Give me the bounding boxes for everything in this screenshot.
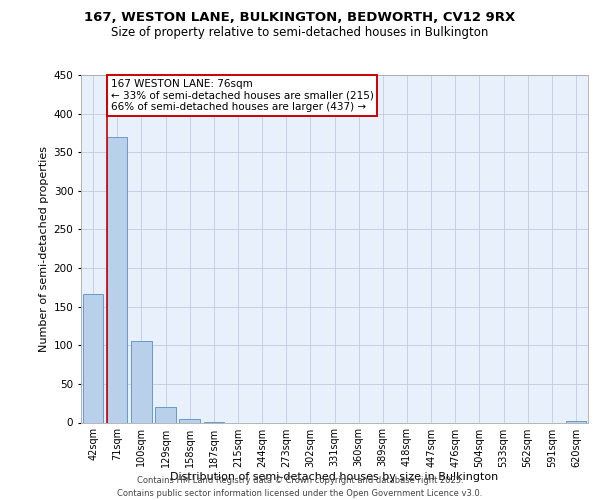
Text: 167, WESTON LANE, BULKINGTON, BEDWORTH, CV12 9RX: 167, WESTON LANE, BULKINGTON, BEDWORTH, … <box>85 11 515 24</box>
Bar <box>83 294 103 422</box>
Y-axis label: Number of semi-detached properties: Number of semi-detached properties <box>40 146 49 352</box>
Bar <box>107 137 127 422</box>
Bar <box>566 421 586 422</box>
Text: 167 WESTON LANE: 76sqm
← 33% of semi-detached houses are smaller (215)
66% of se: 167 WESTON LANE: 76sqm ← 33% of semi-det… <box>110 79 373 112</box>
Text: Size of property relative to semi-detached houses in Bulkington: Size of property relative to semi-detach… <box>112 26 488 39</box>
Text: Contains HM Land Registry data © Crown copyright and database right 2025.
Contai: Contains HM Land Registry data © Crown c… <box>118 476 482 498</box>
Bar <box>155 407 176 422</box>
Bar <box>179 418 200 422</box>
Bar <box>131 342 152 422</box>
X-axis label: Distribution of semi-detached houses by size in Bulkington: Distribution of semi-detached houses by … <box>170 472 499 482</box>
